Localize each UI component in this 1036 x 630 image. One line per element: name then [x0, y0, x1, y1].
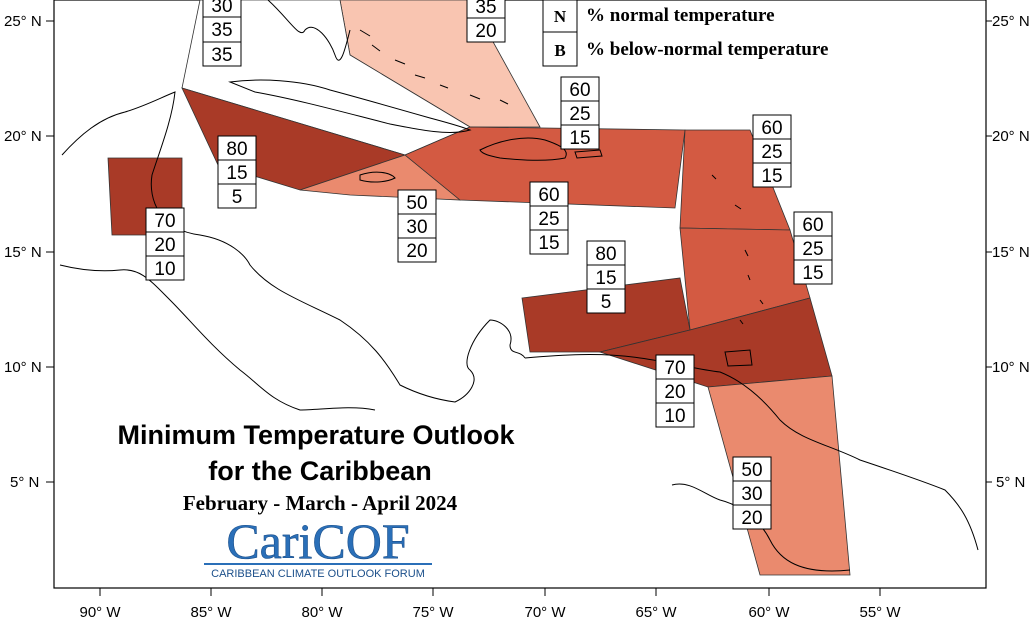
- box-trinidad-tobago: 70 20 10: [655, 354, 695, 428]
- box-leeward-islands: 60 25 15: [752, 114, 792, 188]
- box-southeast-bahamas: 35 20: [466, 0, 506, 43]
- coast-jamaica: [359, 171, 396, 183]
- box-value: 15: [569, 128, 590, 149]
- box-guianas: 50 30 20: [732, 456, 772, 530]
- box-value: 20: [664, 382, 685, 403]
- coast-yucatan-central-america: [61, 91, 526, 403]
- box-jamaica: 50 30 20: [397, 189, 437, 263]
- coast-cuba: [228, 79, 472, 133]
- coast-bahamas-islands: [359, 29, 509, 105]
- box-value: 25: [761, 142, 782, 163]
- box-value: 60: [761, 118, 782, 139]
- lon-label-65: 65° W: [635, 604, 677, 621]
- box-value: 60: [569, 80, 590, 101]
- box-value: 5: [601, 292, 612, 313]
- lon-label-85: 85° W: [190, 604, 232, 621]
- box-value: 70: [154, 211, 175, 232]
- title-block: Minimum Temperature Outlook for the Cari…: [117, 420, 515, 515]
- box-value: 20: [154, 235, 175, 256]
- lat-label-25-right: 25° N: [992, 13, 1030, 30]
- lat-label-10: 10° N: [4, 359, 42, 376]
- box-value: 10: [154, 259, 175, 280]
- lat-label-15: 15° N: [4, 244, 42, 261]
- coast-lesser-antilles: [711, 174, 764, 325]
- title-line-2: for the Caribbean: [208, 456, 432, 486]
- lat-axis-right: 25° N 20° N 15° N 10° N 5° N: [992, 13, 1030, 491]
- box-value: 25: [569, 104, 590, 125]
- box-value: 15: [226, 163, 247, 184]
- logo-subtitle: CARIBBEAN CLIMATE OUTLOOK FORUM: [211, 568, 425, 580]
- forecast-boxes: 30 35 35 35 20 60 25 15 60 25 15: [145, 0, 833, 530]
- box-value: 60: [802, 215, 823, 236]
- box-value: 35: [211, 20, 232, 41]
- lat-label-15-right: 15° N: [992, 244, 1030, 261]
- coast-south-america-north: [524, 354, 979, 551]
- legend-key-normal: N: [554, 7, 567, 26]
- box-value: 20: [406, 241, 427, 262]
- box-value: 10: [664, 406, 685, 427]
- box-northwest-bahamas: 30 35 35: [202, 0, 242, 67]
- box-abc-islands: 80 15 5: [586, 240, 626, 314]
- legend-key-below-box: [542, 31, 578, 67]
- box-value: 50: [406, 193, 427, 214]
- lon-label-80: 80° W: [301, 604, 343, 621]
- box-hispaniola-puerto-rico: 60 25 15: [560, 76, 600, 150]
- coast-florida: [267, 0, 351, 61]
- box-value: 35: [475, 0, 496, 18]
- box-value: 25: [802, 239, 823, 260]
- lon-label-75: 75° W: [412, 604, 454, 621]
- lat-label-5: 5° N: [10, 474, 39, 491]
- box-value: 20: [741, 508, 762, 529]
- box-value: 80: [226, 139, 247, 160]
- lat-label-5-right: 5° N: [996, 474, 1025, 491]
- box-value: 35: [211, 45, 232, 66]
- logo-wordmark: CariCOF: [226, 513, 409, 569]
- box-value: 50: [741, 460, 762, 481]
- box-value: 20: [475, 21, 496, 42]
- lat-ticks-left: [46, 20, 54, 483]
- lat-axis-left: 25° N 20° N 15° N 10° N 5° N: [4, 13, 42, 491]
- box-value: 30: [741, 484, 762, 505]
- coast-mexico-west: [59, 264, 376, 411]
- legend: N % normal temperature B % below-normal …: [542, 0, 828, 67]
- coast-hispaniola: [479, 137, 567, 161]
- lon-label-60: 60° W: [748, 604, 790, 621]
- lon-ticks: [99, 588, 881, 596]
- coast-trinidad: [724, 349, 753, 367]
- lat-label-20: 20° N: [4, 128, 42, 145]
- lon-label-55: 55° W: [859, 604, 901, 621]
- box-value: 5: [232, 187, 243, 208]
- lat-label-10-right: 10° N: [992, 359, 1030, 376]
- box-windward-islands: 60 25 15: [793, 211, 833, 285]
- box-value: 30: [406, 217, 427, 238]
- lon-axis: 90° W 85° W 80° W 75° W 70° W 65° W 60° …: [79, 604, 901, 621]
- lon-label-90: 90° W: [79, 604, 121, 621]
- box-central-greater-antilles: 60 25 15: [529, 181, 569, 255]
- lat-label-25: 25° N: [4, 13, 42, 30]
- legend-text-below: % below-normal temperature: [586, 39, 828, 60]
- box-value: 15: [538, 233, 559, 254]
- box-value: 30: [211, 0, 232, 17]
- box-value: 15: [802, 263, 823, 284]
- box-western-caribbean: 80 15 5: [217, 135, 257, 209]
- caricof-logo: CariCOF CARIBBEAN CLIMATE OUTLOOK FORUM: [204, 513, 432, 580]
- coast-puerto-rico: [574, 149, 603, 159]
- legend-text-normal: % normal temperature: [586, 5, 775, 26]
- title-period: February - March - April 2024: [183, 491, 458, 515]
- box-belize: 70 20 10: [145, 207, 185, 281]
- legend-key-below: B: [554, 41, 565, 60]
- box-value: 15: [761, 166, 782, 187]
- lon-label-70: 70° W: [524, 604, 566, 621]
- lat-ticks-right: [986, 20, 992, 483]
- coastlines: [59, 0, 979, 572]
- box-value: 15: [595, 268, 616, 289]
- box-value: 60: [538, 185, 559, 206]
- box-value: 25: [538, 209, 559, 230]
- lat-label-20-right: 20° N: [992, 128, 1030, 145]
- box-value: 70: [664, 358, 685, 379]
- box-value: 80: [595, 244, 616, 265]
- title-line-1: Minimum Temperature Outlook: [117, 420, 515, 450]
